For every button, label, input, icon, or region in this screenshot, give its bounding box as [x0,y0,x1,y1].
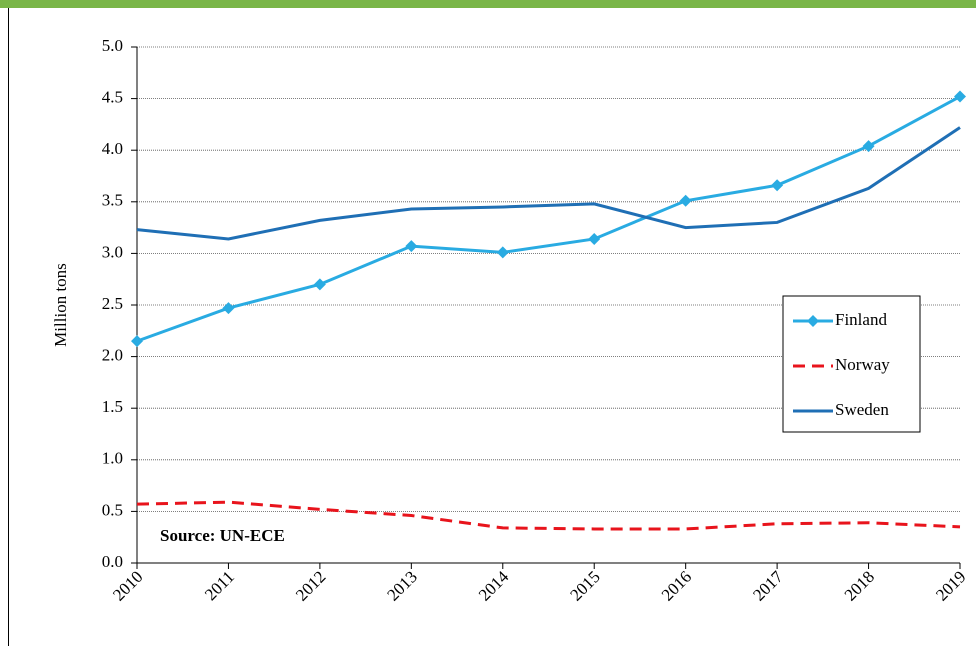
y-tick-label: 4.5 [102,88,123,107]
series-line [136,95,961,343]
x-tick-label: 2012 [292,567,329,604]
x-tick-label: 2013 [383,567,420,604]
legend-marker [807,315,819,327]
annotation: Source: UN-ECE [160,526,285,545]
x-tick-label: 2014 [475,567,513,605]
x-tick-label: 2016 [658,567,695,604]
point-marker [588,232,601,245]
series-line [136,126,961,241]
y-tick-label: 2.0 [102,346,123,365]
x-tick-label: 2018 [841,567,878,604]
point-marker [131,335,143,348]
y-tick-label: 1.5 [102,397,123,416]
x-tick-label: 2010 [109,567,146,604]
y-tick-label: 1.0 [102,449,123,468]
header-bar [0,0,976,8]
x-tick-label: 2017 [749,567,787,605]
point-marker [496,246,509,259]
point-marker [771,179,784,192]
y-tick-label: 3.5 [102,191,123,210]
x-tick-label: 2011 [201,567,238,604]
point-marker [313,278,326,291]
point-marker [862,140,875,153]
point-marker [222,302,235,315]
x-tick-label: 2019 [932,567,969,604]
point-marker [679,194,692,207]
y-tick-label: 0.0 [102,552,123,571]
series-line [136,500,961,531]
y-tick-label: 3.0 [102,242,123,261]
point-marker [405,240,418,253]
point-marker [954,90,966,103]
legend-label: Sweden [835,400,889,419]
y-tick-label: 4.0 [102,139,123,158]
x-tick-label: 2015 [566,567,603,604]
y-tick-label: 2.5 [102,294,123,313]
legend-label: Norway [835,355,890,374]
y-tick-label: 0.5 [102,500,123,519]
y-tick-label: 5.0 [102,36,123,55]
legend-box [782,295,921,433]
legend-label: Finland [835,310,887,329]
y-axis-label: Million tons [51,263,70,347]
